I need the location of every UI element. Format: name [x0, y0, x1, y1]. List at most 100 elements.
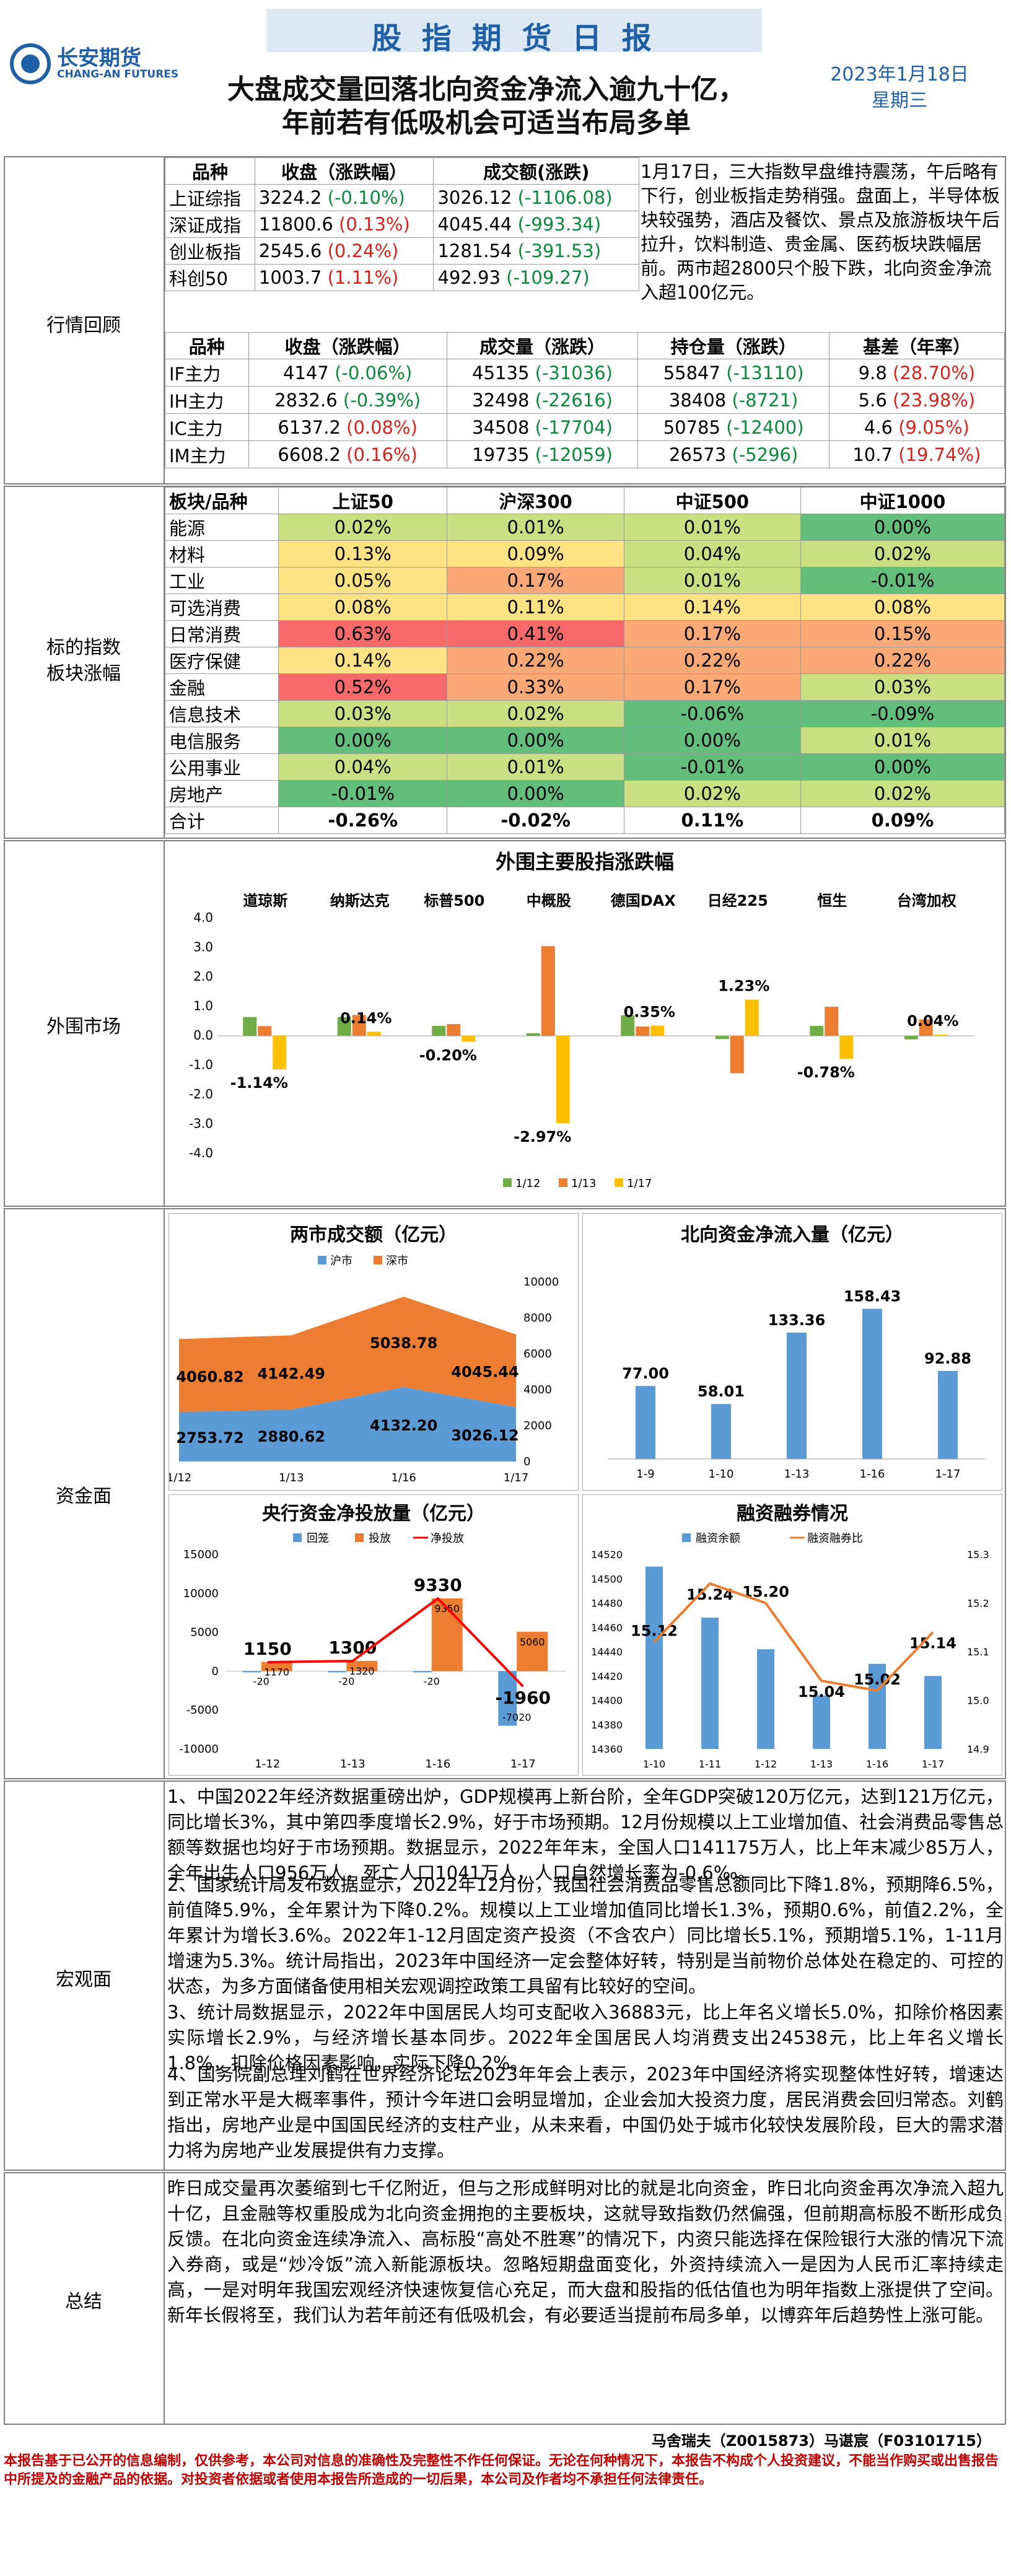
turnover-sh-area	[179, 1387, 516, 1461]
futures-oi: 38408 (-8721)	[637, 386, 829, 414]
margin-ytick-right: 15.0	[967, 1695, 989, 1707]
sector-cell: 0.00%	[447, 780, 624, 807]
turnover-sz-label: 5038.78	[370, 1334, 437, 1352]
sector-cell: 0.01%	[447, 514, 624, 541]
sector-cell: 0.03%	[278, 700, 448, 727]
headline-2: 年前若有低吸机会可适当布局多单	[282, 107, 691, 139]
futures-name: IF主力	[165, 359, 249, 387]
sector-cell: 0.08%	[278, 594, 448, 621]
pboc-inject-label: 5060	[520, 1636, 545, 1648]
futures-close: 6137.2 (0.08%)	[248, 413, 447, 441]
futures-oi: 26573 (-5296)	[637, 440, 829, 468]
margin-xtick: 1-17	[922, 1758, 944, 1770]
futures-basis: 10.7 (19.74%)	[828, 440, 1005, 468]
sector-row: 日常消费 0.63% 0.41% 0.17% 0.15%	[165, 620, 1005, 647]
sector-cell: 0.00%	[800, 753, 1005, 781]
macro-label: 宏观面	[56, 1969, 112, 1991]
margin-title: 融资融券情况	[737, 1503, 848, 1525]
futures-table: 品种 收盘（涨跌幅） 成交量（涨跌） 持仓量（涨跌） 基差（年率） IF主力 41…	[165, 332, 1005, 468]
report-title: 股 指 期 货 日 报	[372, 21, 657, 56]
ext-legend-swatch	[559, 1178, 567, 1187]
pboc-legend-label: 投放	[369, 1532, 391, 1545]
pboc-xtick: 1-17	[510, 1758, 536, 1771]
margin-xtick: 1-10	[643, 1758, 665, 1770]
ext-category: 日经225	[707, 892, 768, 909]
ext-ytick: 0.0	[193, 1028, 213, 1043]
sector-cell: 0.01%	[623, 514, 801, 541]
ext-bar	[462, 1036, 476, 1042]
ext-title: 外围主要股指涨跌幅	[496, 850, 674, 874]
margin-balance-bar	[757, 1649, 774, 1749]
ext-category: 德国DAX	[611, 892, 676, 909]
sector-cell: 0.02%	[278, 514, 448, 541]
index-table-header: 品种 收盘（涨跌幅） 成交额(涨跌)	[165, 157, 639, 185]
ext-data-label: 0.14%	[340, 1009, 392, 1027]
macro-paragraph-1: 1、中国2022年经济数据重磅出炉，GDP规模再上新台阶，全年GDP突破120万…	[167, 1786, 1004, 1883]
futures-row: IH主力 2832.6 (-0.39%) 32498 (-22616) 38408 (…	[165, 386, 1005, 414]
margin-ytick-left: 14520	[591, 1549, 623, 1561]
sector-name: 房地产	[165, 780, 279, 807]
ext-category: 纳斯达克	[330, 892, 390, 909]
ext-bar	[621, 1015, 635, 1036]
sector-cell: 0.02%	[447, 700, 624, 727]
sector-cell: 0.04%	[278, 753, 448, 781]
futures-chg: (0.16%)	[346, 444, 418, 465]
report-date: 2023年1月18日 星期三	[819, 62, 980, 114]
pboc-legend-label: 净投放	[431, 1532, 464, 1545]
futures-vol: 19735 (-12059)	[446, 440, 639, 468]
sector-cell: 0.01%	[800, 727, 1005, 754]
ext-bar	[526, 1033, 540, 1036]
index-name: 创业板指	[165, 237, 255, 265]
turnover-legend-label: 深市	[386, 1255, 408, 1268]
market-review-label: 行情回顾	[46, 315, 121, 336]
turnover-sz-label: 4060.82	[176, 1368, 243, 1385]
fth-name: 品种	[165, 332, 249, 359]
margin-ytick-left: 14380	[591, 1719, 623, 1731]
ext-bar	[556, 1036, 570, 1124]
index-chg: (-0.10%)	[327, 187, 405, 208]
sector-name: 工业	[165, 567, 279, 594]
futures-vol: 45135 (-31036)	[446, 359, 639, 387]
macro-paragraph-2: 2、国家统计局发布数据显示，2022年12月份，我国社会消费品零售总额同比下降1…	[167, 1874, 1004, 1997]
turnover-ytick: 8000	[523, 1312, 552, 1325]
index-amount: 4045.44 (-993.34)	[433, 211, 639, 238]
futures-vol: 34508 (-17704)	[446, 413, 639, 441]
ext-bar	[337, 1017, 351, 1036]
sth-4: 中证1000	[800, 487, 1005, 514]
margin-ytick-left: 14440	[591, 1646, 623, 1658]
futures-basis_rate: (23.98%)	[893, 389, 976, 411]
margin-balance-bar	[869, 1663, 886, 1749]
index-table: 品种 收盘（涨跌幅） 成交额(涨跌) 上证综指 3224.2 (-0.10%) 30…	[165, 157, 639, 291]
turnover-xtick: 1/12	[168, 1471, 191, 1484]
futures-row: IC主力 6137.2 (0.08%) 34508 (-17704) 50785 (-…	[165, 413, 1005, 441]
futures-chg: (-0.06%)	[335, 362, 413, 383]
sector-row: 电信服务 0.00% 0.00% 0.00% 0.01%	[165, 727, 1005, 754]
index-row: 科创50 1003.7 (1.11%) 492.93 (-109.27)	[165, 264, 639, 291]
sector-cell: 0.41%	[447, 620, 624, 647]
margin-balance-bar	[924, 1676, 942, 1749]
sector-cell: 0.13%	[278, 540, 448, 567]
northbound-bar	[636, 1386, 655, 1459]
sector-row: 材料 0.13% 0.09% 0.04% 0.02%	[165, 540, 1005, 567]
pboc-withdraw-bar	[413, 1671, 432, 1673]
northbound-xtick: 1-13	[784, 1468, 810, 1481]
date-text: 2023年1月18日	[830, 64, 969, 85]
pboc-withdraw-bar	[498, 1671, 517, 1726]
futures-name: IC主力	[165, 413, 249, 441]
ext-category: 中概股	[527, 892, 571, 909]
turnover-legend-label: 沪市	[330, 1255, 352, 1268]
pboc-inject-bar	[517, 1631, 548, 1671]
ext-bar	[447, 1024, 461, 1036]
northbound-xtick: 1-10	[709, 1468, 734, 1481]
ext-bar	[839, 1036, 854, 1059]
label-divider-2	[164, 486, 165, 839]
th-name: 品种	[165, 157, 255, 185]
turnover-sh-label: 3026.12	[451, 1427, 519, 1444]
futures-basis_rate: (9.05%)	[898, 416, 969, 438]
sector-total-cell: -0.02%	[447, 807, 624, 834]
ext-ytick: 1.0	[193, 999, 213, 1014]
index-close: 3224.2 (-0.10%)	[254, 184, 434, 211]
pboc-xtick: 1-13	[340, 1758, 365, 1771]
futures-basis: 9.8 (28.70%)	[828, 359, 1005, 387]
ext-ytick: 4.0	[193, 910, 213, 925]
